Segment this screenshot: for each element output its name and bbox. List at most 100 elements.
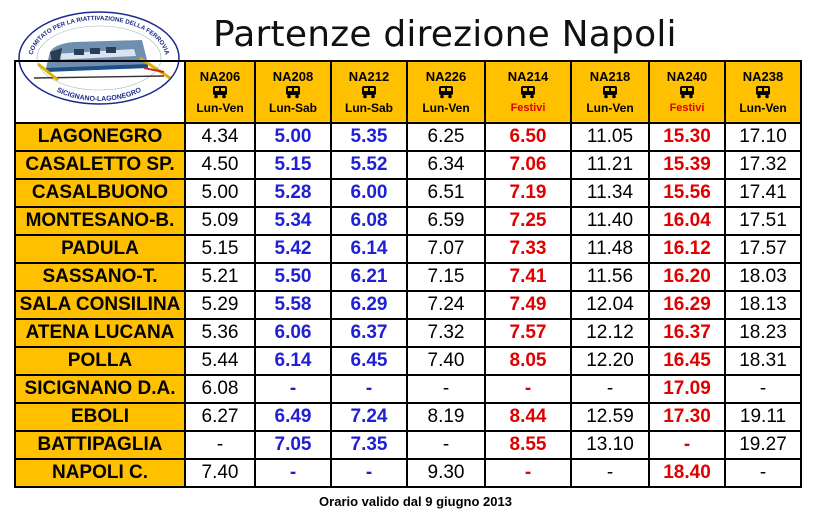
- departure-time: 17.30: [648, 402, 726, 432]
- departure-time: -: [724, 458, 802, 488]
- station-name: SASSANO-T.: [14, 262, 186, 292]
- departure-time: 8.44: [484, 402, 572, 432]
- train-header-2: NA212 Lun-Sab: [330, 60, 408, 124]
- departure-time: -: [330, 374, 408, 404]
- departure-time: 6.50: [484, 122, 572, 152]
- departure-time: 8.55: [484, 430, 572, 460]
- departure-time: 8.05: [484, 346, 572, 376]
- train-header-6: NA240 Festivi: [648, 60, 726, 124]
- table-row: NAPOLI C. 7.40- -9.30- -18.40-: [14, 458, 802, 488]
- table-row: EBOLI 6.27 6.49 7.24 8.19 8.44 12.59 17.30 19.11: [14, 402, 802, 432]
- departure-time: 7.35: [330, 430, 408, 460]
- station-name: LAGONEGRO: [14, 122, 186, 152]
- table-row: MONTESANO-B. 5.09 5.34 6.08 6.59 7.25 11.40 16.…: [14, 206, 802, 236]
- table-row: SICIGNANO D.A. 6.08- - - - -17.09-: [14, 374, 802, 404]
- station-name: NAPOLI C.: [14, 458, 186, 488]
- departure-time: 12.20: [570, 346, 650, 376]
- departure-time: 6.59: [406, 206, 486, 236]
- page-title: Partenze direzione Napoli: [213, 14, 677, 55]
- train-code: NA218: [589, 68, 631, 84]
- bus-icon: [256, 85, 330, 101]
- departure-time: 5.44: [184, 346, 256, 376]
- table-row: CASALBUONO 5.00 5.28 6.00 6.51 7.19 11.34 15.56…: [14, 178, 802, 208]
- timetable: NA206 Lun-Ven NA208 Lun-Sab NA212 Lun-Sab NA22…: [14, 60, 802, 488]
- departure-time: 7.40: [184, 458, 256, 488]
- departure-time: 7.49: [484, 290, 572, 320]
- departure-time: 18.13: [724, 290, 802, 320]
- departure-time: 19.11: [724, 402, 802, 432]
- train-days: Lun-Sab: [269, 100, 317, 115]
- departure-time: 6.14: [254, 346, 332, 376]
- departure-time: 7.33: [484, 234, 572, 264]
- departure-time: 16.20: [648, 262, 726, 292]
- departure-time: 16.29: [648, 290, 726, 320]
- train-header-0: NA206 Lun-Ven: [184, 60, 256, 124]
- table-row: LAGONEGRO 4.34 5.00 5.35 6.25 6.50 11.05 15.30 1…: [14, 122, 802, 152]
- departure-time: 11.21: [570, 150, 650, 180]
- departure-time: 5.52: [330, 150, 408, 180]
- departure-time: 6.21: [330, 262, 408, 292]
- station-name: ATENA LUCANA: [14, 318, 186, 348]
- departure-time: -: [254, 458, 332, 488]
- train-header-row: NA206 Lun-Ven NA208 Lun-Sab NA212 Lun-Sab NA22…: [14, 60, 802, 124]
- departure-time: 5.36: [184, 318, 256, 348]
- train-days: Lun-Ven: [422, 100, 470, 115]
- train-days: Lun-Ven: [739, 100, 787, 115]
- bus-icon: [186, 85, 254, 101]
- departure-time: 7.24: [406, 290, 486, 320]
- departure-time: 11.48: [570, 234, 650, 264]
- departure-time: 7.25: [484, 206, 572, 236]
- departure-time: 7.19: [484, 178, 572, 208]
- train-code: NA214: [507, 68, 549, 84]
- departure-time: 7.06: [484, 150, 572, 180]
- departure-time: -: [570, 374, 650, 404]
- train-code: NA240: [666, 68, 708, 84]
- train-code: NA238: [742, 68, 784, 84]
- train-days: Lun-Ven: [586, 100, 634, 115]
- departure-time: -: [724, 374, 802, 404]
- departure-time: 11.05: [570, 122, 650, 152]
- departure-time: 5.00: [254, 122, 332, 152]
- table-row: CASALETTO SP. 4.50 5.15 5.52 6.34 7.06 11.21 15…: [14, 150, 802, 180]
- departure-time: 5.00: [184, 178, 256, 208]
- departure-time: 11.34: [570, 178, 650, 208]
- departure-time: 5.21: [184, 262, 256, 292]
- table-row: SALA CONSILINA 5.29 5.58 6.29 7.24 7.49 12.04 1…: [14, 290, 802, 320]
- departure-time: -: [406, 374, 486, 404]
- departure-time: 18.23: [724, 318, 802, 348]
- departure-time: 17.41: [724, 178, 802, 208]
- departure-time: -: [484, 374, 572, 404]
- departure-time: 6.06: [254, 318, 332, 348]
- train-days: Festivi: [510, 101, 546, 114]
- departure-time: 7.32: [406, 318, 486, 348]
- train-code: NA206: [199, 68, 241, 84]
- bus-icon: [726, 85, 800, 101]
- departure-time: 17.09: [648, 374, 726, 404]
- bus-icon: [650, 85, 724, 101]
- departure-time: 7.24: [330, 402, 408, 432]
- departure-time: 15.39: [648, 150, 726, 180]
- departure-time: 5.28: [254, 178, 332, 208]
- departure-time: 7.57: [484, 318, 572, 348]
- departure-time: 6.45: [330, 346, 408, 376]
- departure-time: 5.34: [254, 206, 332, 236]
- departure-time: 19.27: [724, 430, 802, 460]
- train-header-7: NA238 Lun-Ven: [724, 60, 802, 124]
- station-name: POLLA: [14, 346, 186, 376]
- departure-time: 17.51: [724, 206, 802, 236]
- bus-icon: [572, 85, 648, 101]
- departure-time: -: [184, 430, 256, 460]
- station-name: MONTESANO-B.: [14, 206, 186, 236]
- departure-time: 5.58: [254, 290, 332, 320]
- departure-time: 5.42: [254, 234, 332, 264]
- table-row: POLLA 5.44 6.14 6.45 7.40 8.05 12.20 16.45 18.31: [14, 346, 802, 376]
- departure-time: 6.08: [184, 374, 256, 404]
- departure-time: 6.51: [406, 178, 486, 208]
- train-days: Lun-Ven: [196, 100, 244, 115]
- departure-time: 18.03: [724, 262, 802, 292]
- departure-time: 18.40: [648, 458, 726, 488]
- departure-time: 12.59: [570, 402, 650, 432]
- departure-time: 5.35: [330, 122, 408, 152]
- departure-time: 9.30: [406, 458, 486, 488]
- departure-time: 15.30: [648, 122, 726, 152]
